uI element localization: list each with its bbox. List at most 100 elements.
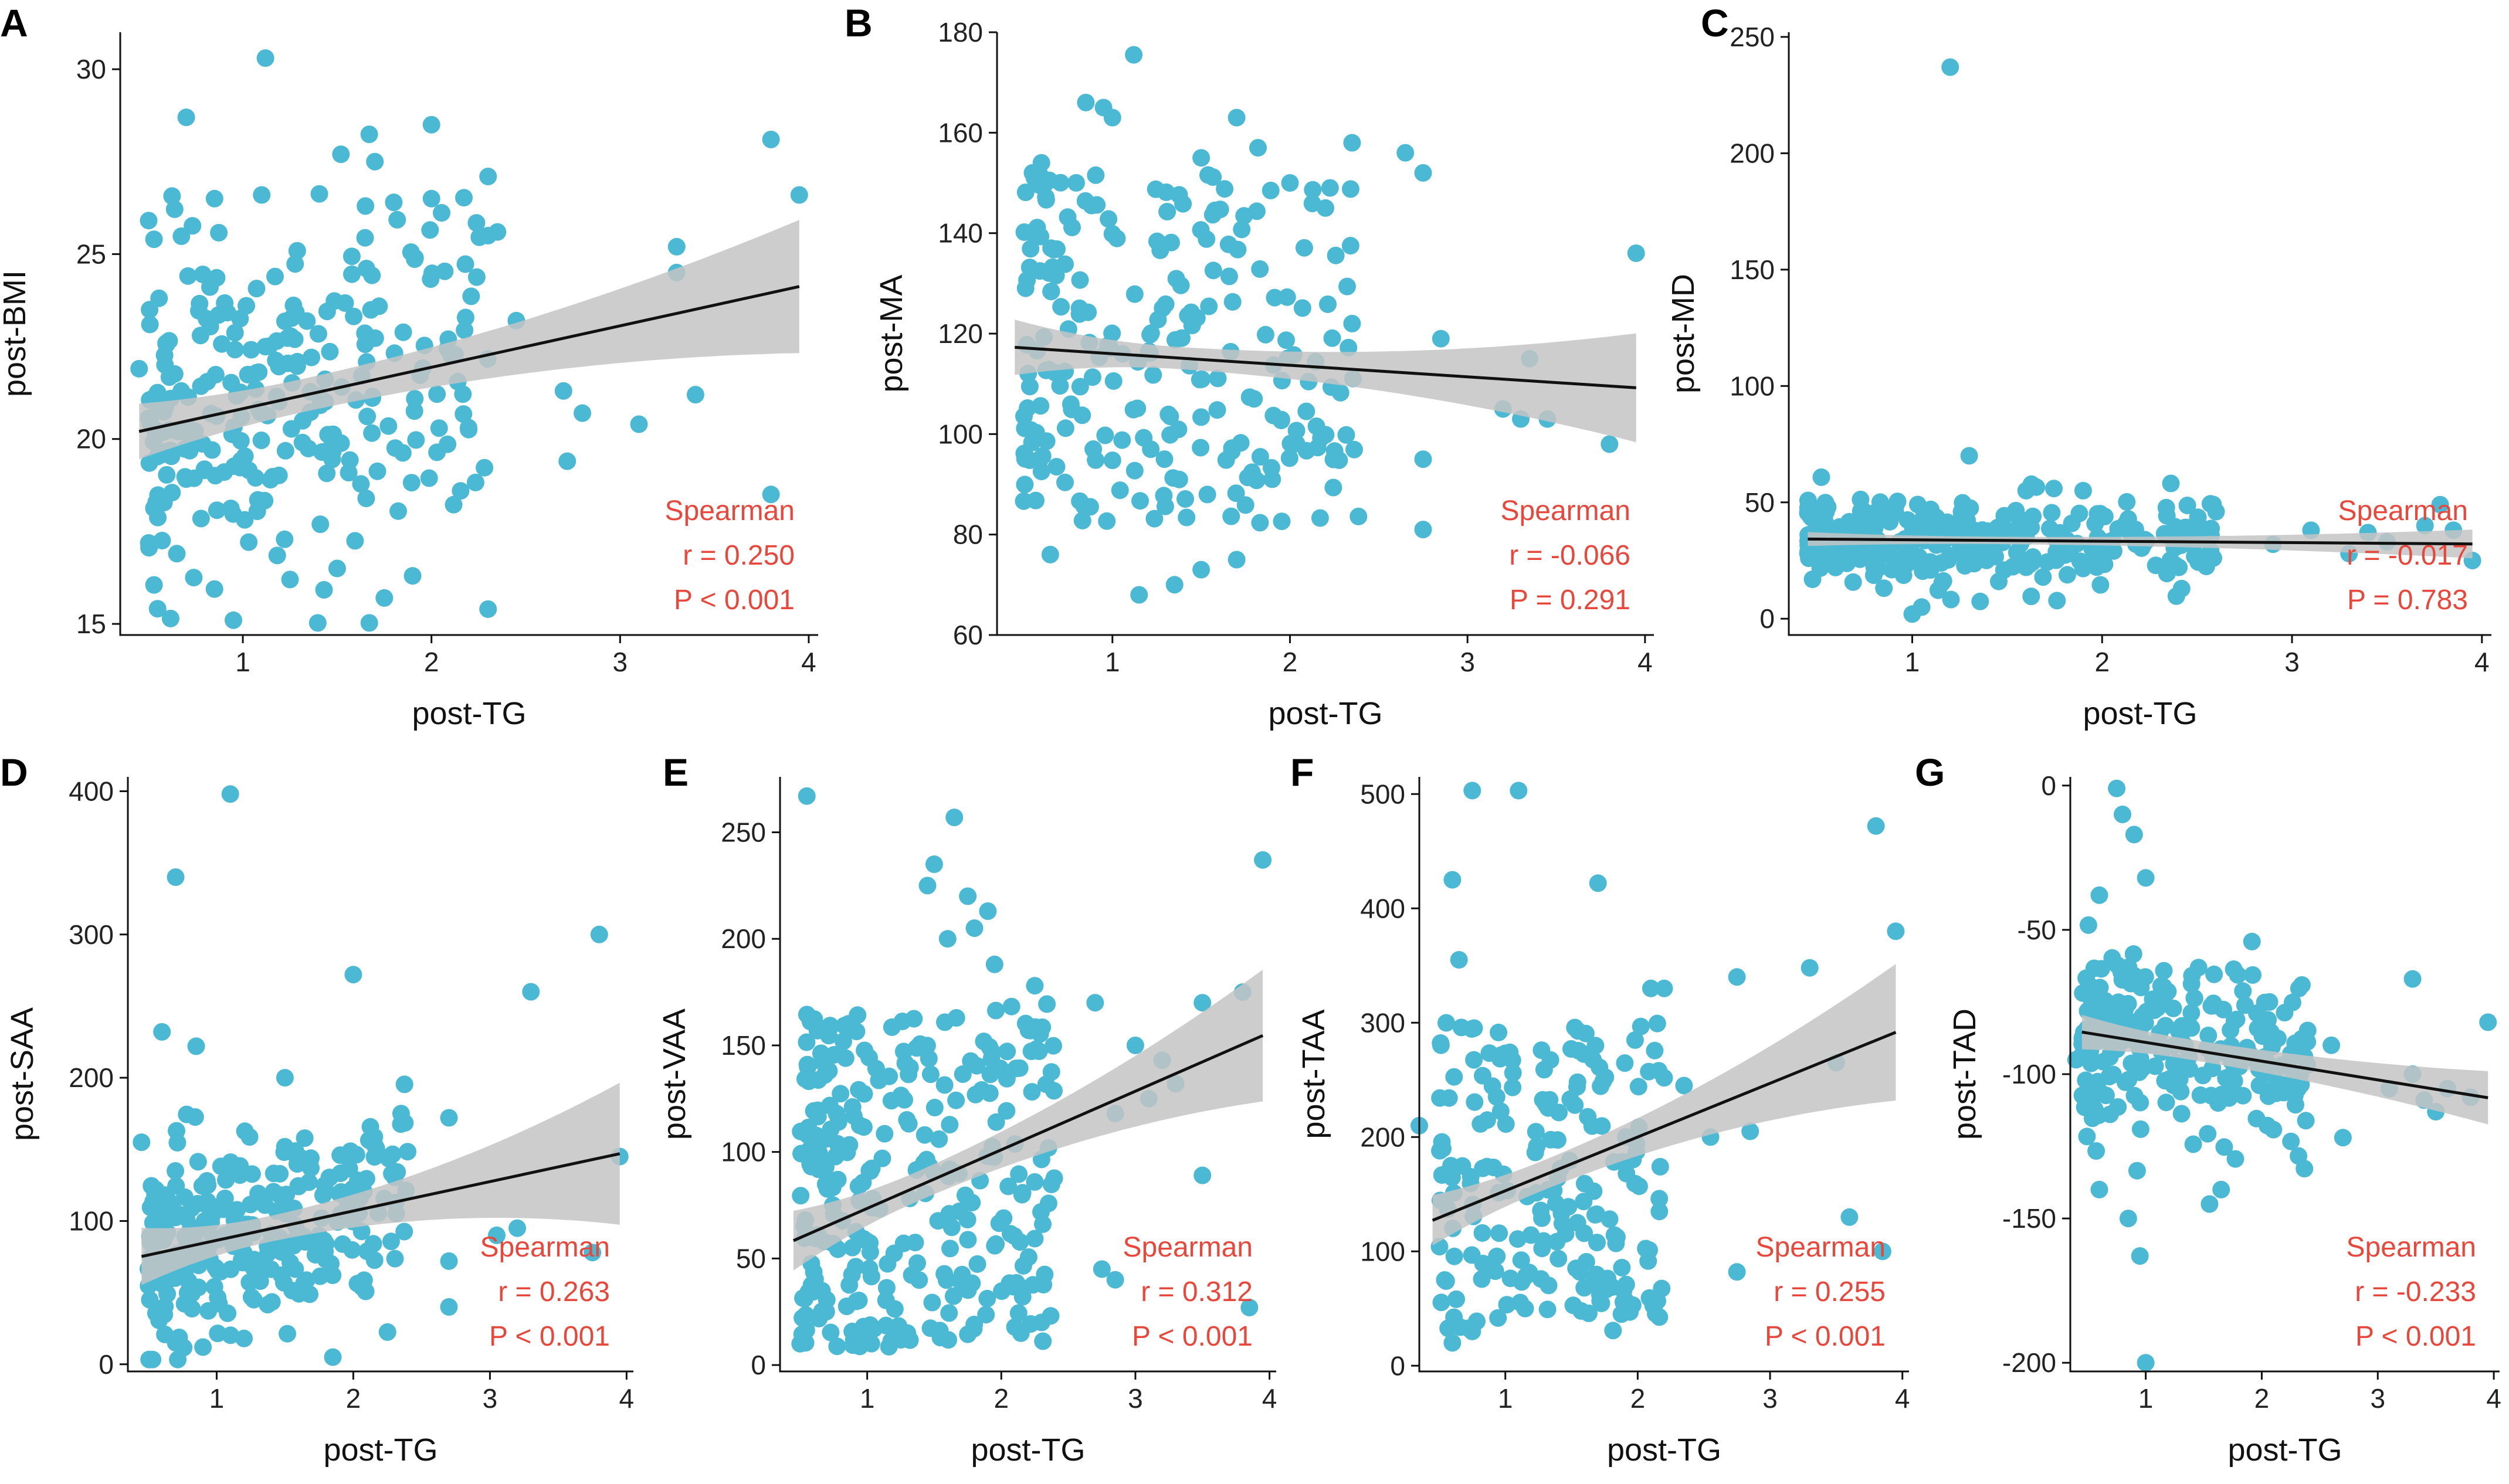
y-tick-label: 300: [69, 919, 114, 950]
data-point: [1533, 1240, 1551, 1258]
regression-line: [138, 285, 800, 433]
data-point: [554, 382, 572, 400]
data-point: [1341, 180, 1359, 198]
data-point: [508, 1219, 526, 1237]
data-point: [886, 1300, 904, 1318]
data-point: [1490, 1023, 1508, 1041]
data-point: [2162, 474, 2180, 493]
stat-p-value: P < 0.001: [1765, 1321, 1886, 1352]
data-point: [262, 471, 280, 489]
data-point: [363, 266, 381, 284]
data-point: [232, 451, 250, 470]
data-point: [462, 287, 480, 305]
data-point: [1045, 240, 1063, 259]
data-point: [209, 1325, 227, 1343]
panel-letter: A: [0, 1, 28, 45]
data-point: [923, 1293, 941, 1312]
data-point: [2226, 1150, 2244, 1168]
data-point: [1520, 1264, 1538, 1282]
data-point: [334, 1235, 352, 1253]
data-point: [1087, 451, 1105, 469]
data-point: [357, 197, 375, 215]
data-point: [185, 569, 203, 587]
y-axis-title: post-TAA: [1296, 1009, 1331, 1139]
data-point: [1037, 188, 1055, 206]
data-point: [286, 255, 304, 273]
data-point: [2205, 965, 2223, 983]
data-point: [2079, 916, 2097, 934]
data-point: [1071, 378, 1089, 396]
data-point: [379, 417, 398, 435]
data-point: [158, 1272, 176, 1290]
data-point: [1125, 461, 1144, 480]
data-point: [925, 1099, 944, 1116]
y-axis-title: post-SAA: [5, 1007, 40, 1141]
data-point: [194, 1338, 212, 1356]
panel-a: A 1 2 3 4 15 20 25 30 post-TG post-BMI Spearman r = …: [0, 1, 818, 731]
data-point: [1263, 470, 1281, 488]
data-point: [226, 341, 244, 359]
data-point: [1026, 1173, 1044, 1191]
data-point: [940, 1304, 958, 1322]
y-tick-label: -100: [2002, 1059, 2056, 1089]
data-point: [1319, 295, 1337, 313]
y-tick-label: 50: [1745, 487, 1775, 518]
data-point: [1532, 1041, 1551, 1059]
data-point: [1166, 331, 1184, 349]
data-point: [843, 1238, 862, 1257]
data-point: [1887, 504, 1904, 522]
data-point: [1287, 422, 1306, 440]
data-point: [940, 1331, 957, 1349]
data-point: [630, 415, 648, 433]
data-point: [1437, 1272, 1455, 1290]
x-axis-title: post-TG: [2227, 1432, 2342, 1468]
x-tick-label: 2: [1283, 647, 1298, 677]
y-tick-label: 160: [938, 117, 983, 148]
data-point: [959, 1325, 977, 1343]
data-point: [1588, 1265, 1606, 1283]
data-point: [2090, 1180, 2108, 1198]
data-point: [1293, 299, 1311, 317]
data-point: [1833, 550, 1852, 568]
data-point: [392, 1105, 410, 1123]
data-point: [195, 1212, 213, 1230]
data-point: [1414, 521, 1432, 539]
data-point: [916, 1126, 934, 1144]
data-point: [2090, 886, 2108, 904]
data-point: [799, 1283, 818, 1301]
data-point: [1032, 397, 1050, 415]
y-tick-label: -200: [2002, 1347, 2056, 1378]
data-point: [899, 1324, 917, 1342]
data-point: [1548, 1232, 1566, 1251]
data-point: [1627, 244, 1645, 262]
panel-b: B 1 2 3 4 60 80 100 120 140 160 180 post-TG post-MA Sp…: [845, 1, 1654, 731]
data-point: [1013, 1184, 1032, 1202]
data-point: [2090, 1106, 2108, 1124]
data-point: [2117, 515, 2135, 533]
data-point: [876, 1125, 894, 1143]
data-point: [1203, 206, 1222, 224]
data-point: [168, 1122, 185, 1140]
data-point: [270, 1186, 289, 1204]
x-tick-label: 3: [2284, 647, 2300, 677]
data-point: [847, 1258, 865, 1276]
stat-method: Spearman: [1756, 1232, 1886, 1263]
data-point: [1209, 369, 1227, 388]
data-point: [1227, 484, 1245, 502]
data-point: [1156, 497, 1174, 515]
data-point: [1063, 400, 1081, 419]
data-point: [2137, 869, 2155, 887]
data-point: [1938, 513, 1957, 531]
data-point: [1414, 164, 1432, 182]
data-point: [422, 116, 440, 134]
data-point: [522, 983, 540, 1001]
data-point: [343, 265, 361, 283]
data-point: [150, 1311, 168, 1329]
data-point: [1939, 551, 1957, 569]
data-point: [276, 1069, 294, 1087]
data-point: [1236, 496, 1254, 514]
data-point: [340, 1160, 358, 1178]
data-point: [1498, 1296, 1516, 1314]
data-point: [1586, 1037, 1605, 1055]
data-point: [2260, 993, 2279, 1011]
